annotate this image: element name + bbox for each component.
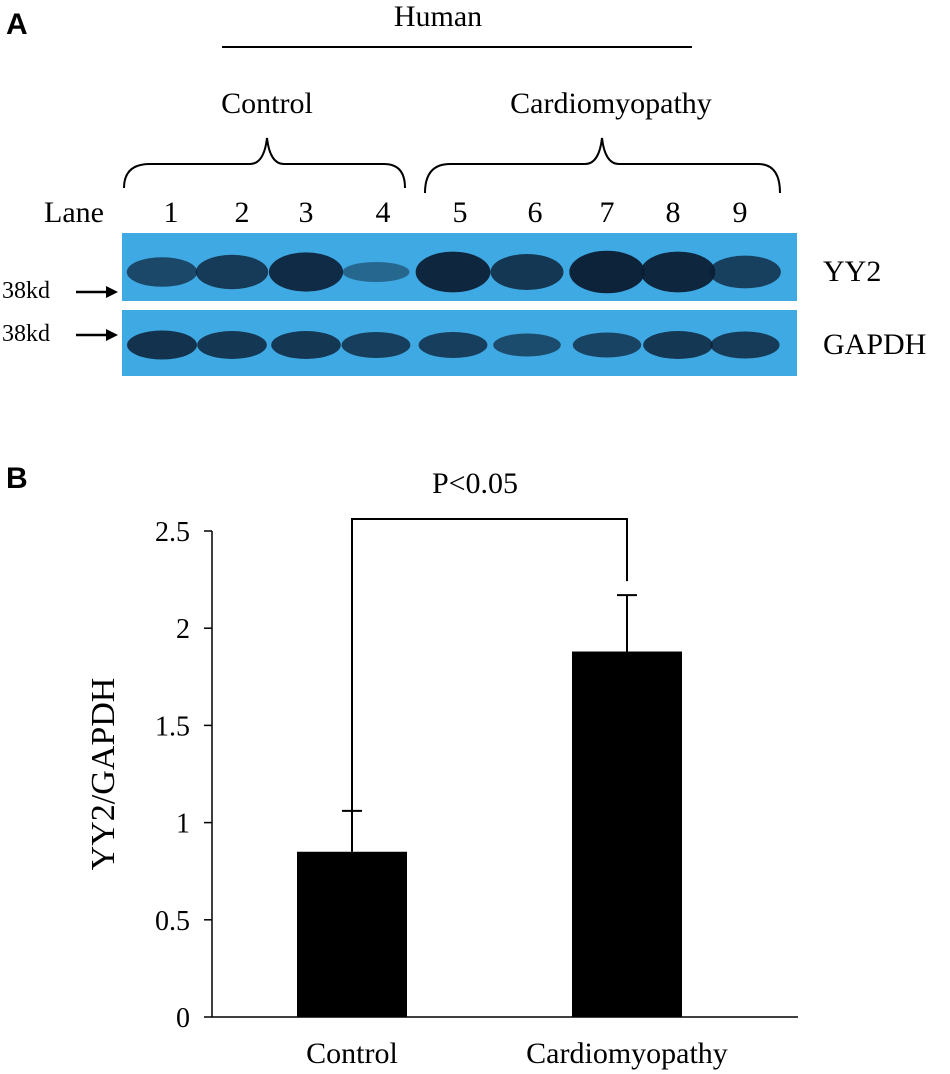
yy2-marker-arrowhead bbox=[106, 286, 118, 298]
lane-number: 8 bbox=[666, 196, 681, 229]
yy2-blot-label: YY2 bbox=[823, 255, 881, 288]
yy2-band bbox=[268, 252, 344, 292]
lane-number: 4 bbox=[376, 196, 391, 229]
lane-number: 9 bbox=[733, 196, 748, 229]
lane-number: 5 bbox=[453, 196, 468, 229]
bar-control bbox=[297, 851, 407, 1017]
gapdh-band bbox=[197, 331, 267, 359]
gapdh-marker-arrowhead bbox=[106, 329, 118, 341]
significance-label: P<0.05 bbox=[432, 467, 518, 500]
yy2-bands bbox=[126, 250, 781, 294]
lane-number: 3 bbox=[299, 196, 314, 229]
group-label-cardiomyopathy: Cardiomyopathy bbox=[510, 87, 712, 120]
gapdh-blot-label: GAPDH bbox=[823, 328, 926, 361]
gapdh-band bbox=[643, 331, 713, 359]
gapdh-bands bbox=[127, 330, 780, 360]
gapdh-band bbox=[341, 332, 411, 358]
y-tick-label: 0.5 bbox=[155, 906, 190, 937]
lane-number: 2 bbox=[235, 196, 250, 229]
x-tick-label: Control bbox=[306, 1037, 398, 1070]
control-bracket bbox=[123, 137, 406, 189]
y-axis-label: YY2/GAPDH bbox=[85, 678, 122, 871]
y-tick-label: 1.5 bbox=[155, 711, 190, 742]
panel-b-letter: B bbox=[6, 462, 28, 495]
yy2-band bbox=[709, 255, 781, 289]
lane-number: 6 bbox=[528, 196, 543, 229]
yy2-band bbox=[569, 250, 645, 294]
cardiomyopathy-bracket bbox=[424, 137, 781, 194]
gapdh-band bbox=[418, 332, 488, 358]
yy2-band bbox=[490, 254, 564, 290]
gapdh-band bbox=[127, 330, 197, 360]
x-tick-label: Cardiomyopathy bbox=[526, 1037, 728, 1070]
y-tick-label: 2 bbox=[176, 614, 190, 645]
significance-bracket bbox=[351, 518, 628, 811]
gapdh-band bbox=[271, 331, 341, 359]
y-tick-label: 0 bbox=[176, 1003, 190, 1034]
lane-label: Lane bbox=[44, 196, 104, 229]
lane-number: 7 bbox=[600, 196, 615, 229]
species-label: Human bbox=[394, 0, 482, 33]
lane-number: 1 bbox=[164, 196, 179, 229]
gapdh-band bbox=[572, 332, 642, 358]
yy2-band bbox=[342, 262, 410, 282]
gapdh-size-marker: 38kd bbox=[2, 321, 50, 347]
yy2-size-marker: 38kd bbox=[2, 278, 50, 304]
yy2-band bbox=[415, 251, 491, 293]
bar-chart: 0 0.5 1 1.5 2 2.5 Control Cardiomyopathy bbox=[155, 517, 798, 1070]
gapdh-band bbox=[710, 331, 780, 359]
panel-a-letter: A bbox=[6, 8, 28, 41]
yy2-band bbox=[640, 251, 716, 293]
y-tick-label: 2.5 bbox=[155, 517, 190, 548]
bar-cardiomyopathy bbox=[572, 651, 682, 1017]
yy2-band bbox=[195, 254, 269, 290]
y-tick-label: 1 bbox=[176, 809, 190, 840]
group-label-control: Control bbox=[221, 87, 313, 120]
yy2-band bbox=[126, 257, 198, 287]
gapdh-band bbox=[493, 333, 561, 357]
